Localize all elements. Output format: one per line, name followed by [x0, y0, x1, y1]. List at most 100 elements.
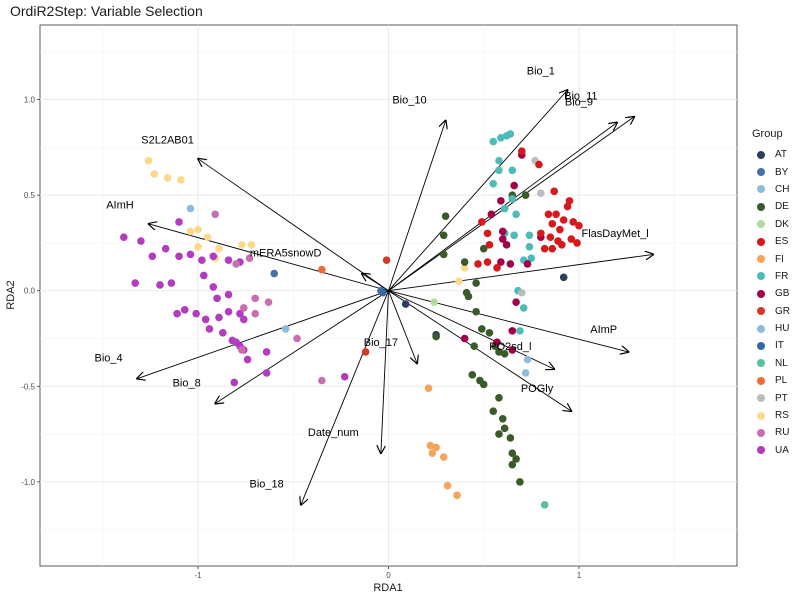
arrow-label-pogly: POGly	[521, 383, 554, 395]
point-de	[506, 434, 515, 442]
legend-label: DK	[775, 218, 789, 230]
point-de	[508, 460, 517, 469]
legend-label: GB	[775, 288, 790, 300]
point-fr	[527, 254, 536, 263]
y-tick-label: 0.5	[24, 191, 36, 200]
legend-swatch	[757, 411, 765, 420]
point-rs	[238, 241, 246, 249]
legend-item-gb: GB	[752, 285, 790, 302]
point-es	[548, 244, 557, 253]
point-fr	[489, 137, 498, 146]
point-de	[485, 328, 494, 337]
point-fi	[432, 443, 440, 452]
legend-label: DE	[775, 201, 789, 213]
point-gb	[497, 258, 505, 266]
point-es	[567, 235, 576, 243]
point-ua	[239, 315, 248, 324]
point-es	[559, 216, 568, 224]
point-pl	[318, 265, 326, 274]
arrow-bio_11	[388, 117, 635, 292]
arrow-aimp	[388, 290, 629, 352]
point-fr	[495, 166, 503, 175]
legend-swatch	[757, 289, 765, 298]
arrow-label-bio_4: Bio_4	[94, 352, 122, 364]
legend-title: Group	[752, 128, 783, 140]
point-gb	[502, 241, 511, 249]
legend-label: AT	[775, 149, 788, 161]
point-rs	[186, 227, 195, 236]
point-fr	[497, 133, 505, 142]
point-es	[483, 258, 492, 266]
arrow-label-po2sd_l: PO2sd_l	[489, 341, 531, 353]
point-gb	[506, 260, 515, 268]
point-ua	[224, 307, 233, 316]
legend-swatch	[757, 376, 765, 385]
point-fi	[453, 491, 461, 500]
point-at	[559, 273, 568, 282]
x-axis-label: RDA1	[373, 582, 402, 594]
point-dk	[430, 298, 439, 306]
point-es	[548, 220, 557, 228]
arrow-bio_18	[301, 290, 389, 505]
point-es	[565, 197, 574, 205]
point-de	[495, 348, 503, 356]
legend-swatch	[757, 185, 765, 194]
arrow-aimh	[149, 224, 389, 292]
y-tick-label: -0.5	[21, 382, 35, 391]
point-ch	[281, 325, 290, 333]
point-rs	[150, 170, 159, 178]
point-gb	[487, 210, 496, 219]
point-de	[441, 212, 450, 220]
point-ua	[262, 369, 271, 377]
legend-label: CH	[775, 183, 790, 195]
point-es	[544, 210, 553, 219]
arrow-date_num	[381, 290, 389, 453]
chart-title: OrdiR2Step: Variable Selection	[10, 3, 203, 19]
point-de	[439, 231, 448, 240]
point-ua	[215, 313, 223, 322]
point-fi	[443, 481, 452, 490]
point-ch	[523, 355, 532, 364]
legend-label: FI	[775, 253, 784, 265]
point-fr	[525, 242, 534, 251]
legend-label: NL	[775, 357, 788, 369]
x-tick-label: -1	[195, 571, 203, 580]
legend-label: PT	[775, 392, 788, 404]
point-de	[512, 455, 520, 463]
point-de	[508, 449, 517, 458]
legend-swatch	[757, 359, 765, 368]
point-de	[472, 279, 480, 287]
legend-item-gr: GR	[752, 303, 790, 320]
arrow-label-mera5snowd: mERA5snowD	[250, 247, 322, 259]
point-ua	[236, 309, 244, 318]
point-es	[535, 160, 543, 169]
legend-label: FR	[775, 270, 789, 282]
point-rs	[163, 174, 172, 182]
point-es	[575, 221, 583, 230]
point-ua	[243, 355, 252, 364]
point-ru	[293, 334, 301, 343]
legend-item-fr: FR	[752, 268, 790, 285]
point-fr	[500, 204, 509, 213]
point-ua	[173, 309, 181, 318]
legend-item-pt: PT	[752, 389, 790, 406]
point-de	[479, 244, 488, 253]
arrow-s2l2ab01	[198, 159, 389, 292]
legend-swatch	[757, 150, 765, 159]
point-ru	[239, 304, 248, 312]
point-ua	[340, 372, 349, 381]
y-tick-label: 1.0	[24, 96, 36, 105]
point-es	[552, 210, 560, 219]
point-ru	[264, 298, 273, 306]
point-de	[500, 350, 509, 358]
arrow-flasdaymet_l	[388, 254, 654, 292]
point-fr	[519, 304, 528, 312]
point-de	[464, 292, 473, 301]
point-de	[439, 250, 448, 259]
legend-label: RU	[775, 427, 790, 439]
axis-ticks: -1 0 1 -1.0 -0.5 0.0 0.5 1.0	[21, 96, 582, 580]
legend-label: UA	[775, 444, 789, 456]
legend-item-fi: FI	[752, 250, 790, 267]
legend-label: GR	[775, 305, 790, 317]
